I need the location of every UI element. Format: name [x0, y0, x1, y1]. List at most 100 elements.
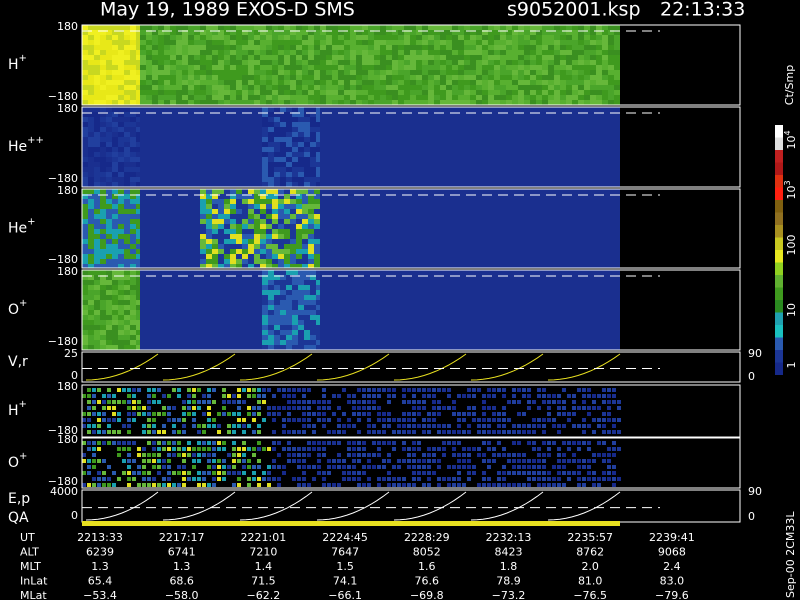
cell	[298, 275, 304, 280]
cell	[284, 259, 290, 264]
cell	[247, 394, 251, 398]
cell	[374, 50, 380, 55]
cell	[497, 471, 501, 475]
cell	[446, 100, 452, 105]
cell	[452, 80, 458, 85]
cell	[124, 194, 130, 199]
cell	[316, 295, 320, 300]
cell	[182, 430, 186, 434]
cell	[260, 249, 266, 254]
cell	[387, 441, 391, 445]
cell	[470, 80, 476, 85]
cell	[502, 447, 506, 451]
cell	[130, 295, 136, 300]
cell	[124, 107, 130, 112]
cell	[268, 335, 274, 340]
cell	[314, 259, 320, 264]
cell	[537, 394, 541, 398]
cell	[218, 90, 224, 95]
cell	[482, 418, 486, 422]
cell	[492, 453, 496, 457]
ephemeris-value: 2232:13	[486, 531, 532, 544]
cell	[88, 305, 94, 310]
cell	[536, 55, 542, 60]
cell	[82, 182, 88, 187]
cell	[268, 270, 274, 275]
cell	[458, 55, 464, 60]
cell	[477, 453, 481, 457]
cell	[88, 285, 94, 290]
cell	[262, 152, 268, 157]
cell	[167, 447, 171, 451]
cell	[560, 70, 566, 75]
cell	[590, 50, 596, 55]
cell	[612, 447, 616, 451]
cell	[380, 55, 386, 60]
cell	[230, 95, 236, 100]
cell	[100, 330, 106, 335]
cell	[422, 406, 426, 410]
cell	[287, 430, 291, 434]
cell	[280, 320, 286, 325]
cell	[130, 137, 136, 142]
cell	[130, 214, 136, 219]
cell	[107, 418, 111, 422]
cell	[562, 400, 566, 404]
cell	[164, 70, 170, 75]
cell	[317, 406, 321, 410]
cell	[287, 406, 291, 410]
cell	[304, 127, 310, 132]
cell	[470, 50, 476, 55]
cell	[124, 320, 130, 325]
cell	[404, 55, 410, 60]
cell	[310, 152, 316, 157]
cell	[88, 189, 94, 194]
cell	[590, 65, 596, 70]
cell	[280, 137, 286, 142]
cell	[304, 300, 310, 305]
cell	[567, 459, 571, 463]
cell	[602, 424, 606, 428]
cell	[482, 95, 488, 100]
cell	[194, 95, 200, 100]
cell	[292, 157, 298, 162]
cell	[88, 295, 94, 300]
cell	[224, 100, 230, 105]
cell	[542, 45, 548, 50]
cell	[197, 483, 201, 487]
ephemeris-value: 6239	[86, 546, 114, 559]
cell	[254, 209, 260, 214]
cell	[130, 70, 136, 75]
cell	[182, 447, 186, 451]
cell	[524, 90, 530, 95]
cell	[167, 483, 171, 487]
cell	[268, 172, 274, 177]
cell	[452, 45, 458, 50]
cell	[584, 100, 590, 105]
cell	[262, 295, 268, 300]
cell	[488, 95, 494, 100]
cell	[567, 447, 571, 451]
cell	[266, 45, 272, 50]
cell	[274, 330, 280, 335]
cell	[230, 70, 236, 75]
cell	[320, 50, 326, 55]
cell	[177, 430, 181, 434]
cell	[417, 424, 421, 428]
cell	[457, 412, 461, 416]
cell	[356, 85, 362, 90]
cell	[577, 441, 581, 445]
cell	[207, 412, 211, 416]
cell	[432, 388, 436, 392]
cell	[286, 340, 292, 345]
cell	[280, 132, 286, 137]
cell	[462, 430, 466, 434]
cell	[608, 45, 614, 50]
cell	[106, 234, 112, 239]
cell	[302, 60, 308, 65]
cell	[194, 60, 200, 65]
cell	[560, 45, 566, 50]
cell	[236, 40, 242, 45]
cell	[467, 447, 471, 451]
cell	[320, 55, 326, 60]
